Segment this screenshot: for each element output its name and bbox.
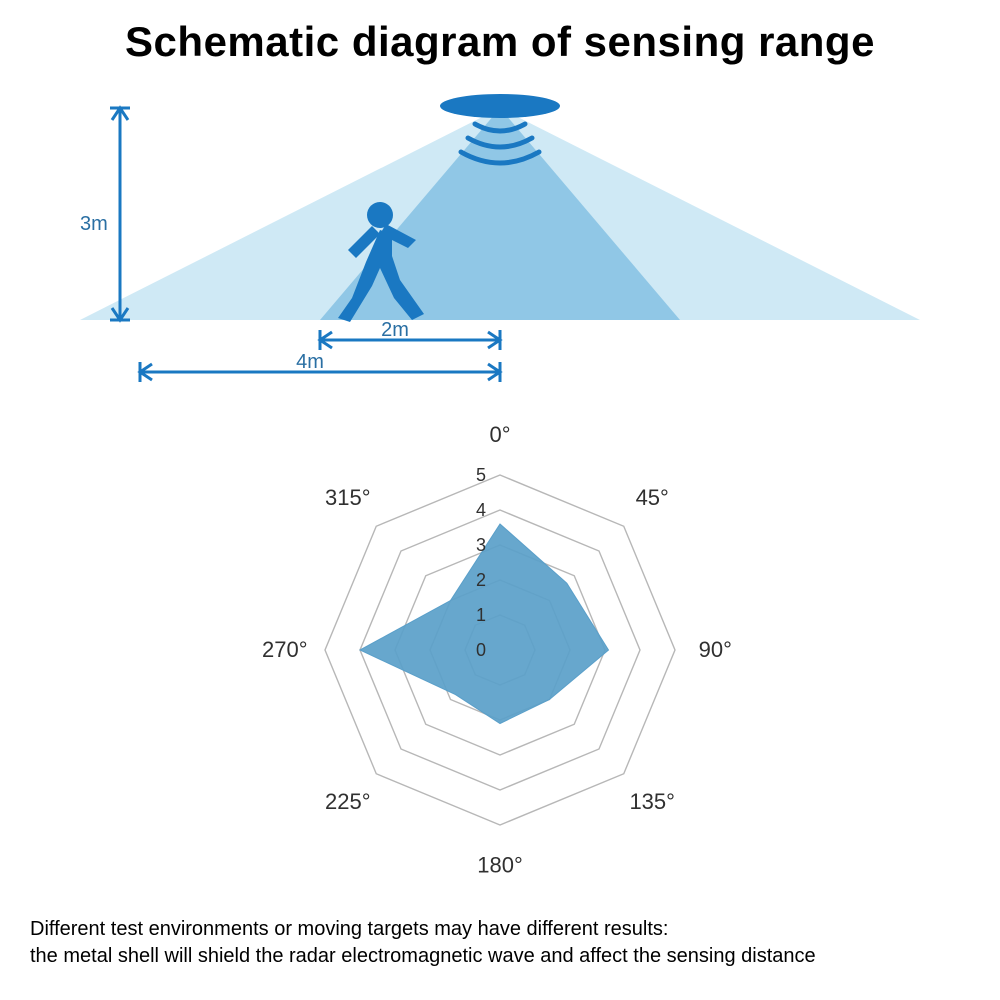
height-label: 3m (80, 213, 108, 235)
radar-chart: 0° 45° 90° 135° 180° 225° 270° 315° 0 1 2 3 4 5 (230, 400, 770, 890)
radar-tick-label: 2 (476, 570, 486, 590)
radar-tick-label: 3 (476, 535, 486, 555)
radar-angle-label: 180° (477, 852, 523, 877)
radar-tick-label: 0 (476, 640, 486, 660)
page-title: Schematic diagram of sensing range (0, 18, 1000, 66)
height-dimension (110, 108, 130, 320)
radar-angle-label: 45° (636, 485, 669, 510)
radar-tick-label: 1 (476, 605, 486, 625)
side-view-diagram: 3m 2m 4m (80, 90, 920, 390)
inner-width-label: 2m (381, 319, 409, 341)
sensor-icon (440, 94, 560, 118)
radar-angle-label: 90° (699, 637, 732, 662)
radar-angle-label: 315° (325, 485, 371, 510)
radar-tick-label: 5 (476, 465, 486, 485)
page: Schematic diagram of sensing range 3m (0, 0, 1000, 1000)
radar-angle-label: 270° (262, 637, 308, 662)
radar-angle-label: 225° (325, 789, 371, 814)
radar-angle-label: 135° (629, 789, 675, 814)
inner-width-dimension (320, 330, 500, 350)
radar-tick-label: 4 (476, 500, 486, 520)
footnote: Different test environments or moving ta… (30, 916, 970, 970)
radar-angle-label: 0° (489, 422, 510, 447)
outer-width-label: 4m (296, 351, 324, 373)
footnote-line-2: the metal shell will shield the radar el… (30, 943, 970, 970)
footnote-line-1: Different test environments or moving ta… (30, 916, 970, 943)
